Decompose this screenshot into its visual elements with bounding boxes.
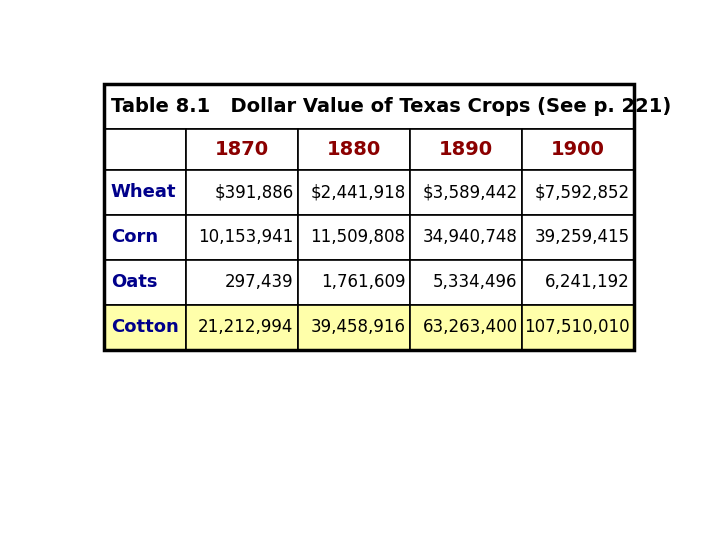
Text: 34,940,748: 34,940,748 — [423, 228, 518, 246]
Bar — [104, 129, 186, 170]
Bar — [186, 215, 298, 260]
Text: 6,241,192: 6,241,192 — [545, 273, 629, 291]
Bar — [522, 215, 634, 260]
Bar — [104, 170, 186, 215]
Bar — [104, 305, 186, 349]
Bar — [410, 170, 522, 215]
Text: 1870: 1870 — [215, 140, 269, 159]
Text: 1890: 1890 — [439, 140, 493, 159]
Text: 21,212,994: 21,212,994 — [198, 318, 294, 336]
Bar — [410, 215, 522, 260]
Bar — [298, 260, 410, 305]
Text: 1,761,609: 1,761,609 — [321, 273, 405, 291]
Bar — [410, 170, 522, 215]
Bar — [186, 129, 298, 170]
Text: Table 8.1   Dollar Value of Texas Crops (See p. 221): Table 8.1 Dollar Value of Texas Crops (S… — [111, 97, 671, 116]
Bar — [186, 260, 298, 305]
Bar — [410, 129, 522, 170]
Bar — [104, 84, 634, 129]
Text: $2,441,918: $2,441,918 — [310, 184, 405, 201]
Bar — [104, 129, 186, 170]
Text: 107,510,010: 107,510,010 — [524, 318, 629, 336]
Bar — [298, 129, 410, 170]
Bar — [104, 84, 634, 129]
Bar — [298, 170, 410, 215]
Text: 1880: 1880 — [327, 140, 381, 159]
Bar — [522, 260, 634, 305]
Bar — [522, 305, 634, 349]
Text: 11,509,808: 11,509,808 — [310, 228, 405, 246]
Bar — [104, 305, 186, 349]
Text: Oats: Oats — [111, 273, 157, 291]
Bar — [410, 305, 522, 349]
Text: 297,439: 297,439 — [225, 273, 294, 291]
Bar — [186, 129, 298, 170]
Bar — [410, 260, 522, 305]
Bar — [522, 129, 634, 170]
Bar — [298, 170, 410, 215]
Bar — [522, 305, 634, 349]
Bar — [522, 260, 634, 305]
Text: $7,592,852: $7,592,852 — [534, 184, 629, 201]
Bar — [298, 305, 410, 349]
Text: 10,153,941: 10,153,941 — [199, 228, 294, 246]
Bar — [298, 215, 410, 260]
Bar — [186, 170, 298, 215]
Bar — [522, 170, 634, 215]
Bar — [410, 215, 522, 260]
Bar — [298, 129, 410, 170]
Bar — [522, 215, 634, 260]
Bar — [522, 170, 634, 215]
Text: $3,589,442: $3,589,442 — [423, 184, 518, 201]
Bar — [186, 305, 298, 349]
Bar — [410, 129, 522, 170]
Bar — [104, 170, 186, 215]
Bar — [186, 170, 298, 215]
Bar — [104, 260, 186, 305]
Bar — [186, 260, 298, 305]
Text: $391,886: $391,886 — [215, 184, 294, 201]
Bar — [410, 260, 522, 305]
Text: Corn: Corn — [111, 228, 158, 246]
Bar — [298, 215, 410, 260]
Text: 39,259,415: 39,259,415 — [534, 228, 629, 246]
Bar — [298, 305, 410, 349]
Text: 5,334,496: 5,334,496 — [433, 273, 518, 291]
Bar — [298, 260, 410, 305]
Bar — [104, 84, 634, 349]
Text: 1900: 1900 — [551, 140, 605, 159]
Text: Wheat: Wheat — [111, 184, 176, 201]
Bar — [104, 260, 186, 305]
Text: 63,263,400: 63,263,400 — [423, 318, 518, 336]
Bar — [104, 215, 186, 260]
Bar — [104, 215, 186, 260]
Bar — [410, 305, 522, 349]
Bar — [186, 305, 298, 349]
Bar — [186, 215, 298, 260]
Text: Cotton: Cotton — [111, 318, 179, 336]
Bar — [522, 129, 634, 170]
Text: 39,458,916: 39,458,916 — [310, 318, 405, 336]
